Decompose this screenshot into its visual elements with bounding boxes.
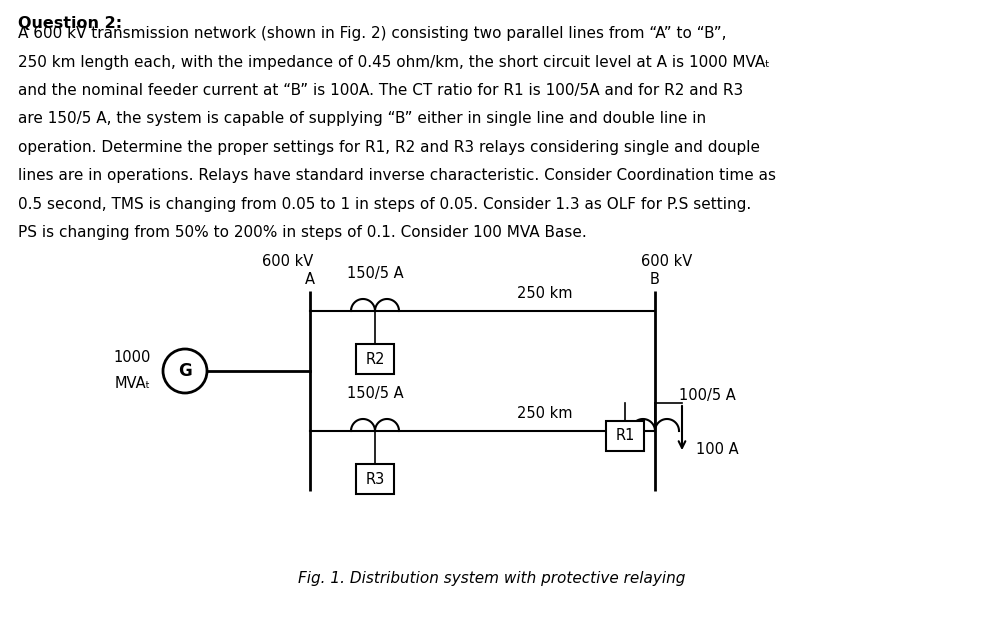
Text: MVAₜ: MVAₜ xyxy=(115,376,151,391)
Text: R1: R1 xyxy=(616,428,634,443)
Text: 150/5 A: 150/5 A xyxy=(347,386,403,401)
Text: 100 A: 100 A xyxy=(696,443,739,458)
Text: 250 km: 250 km xyxy=(517,286,572,301)
Text: and the nominal feeder current at “B” is 100A. The CT ratio for R1 is 100/5A and: and the nominal feeder current at “B” is… xyxy=(18,83,744,98)
Text: Fig. 1. Distribution system with protective relaying: Fig. 1. Distribution system with protect… xyxy=(298,571,686,586)
Bar xyxy=(356,464,394,494)
Text: R3: R3 xyxy=(365,471,384,486)
Text: R2: R2 xyxy=(365,351,385,366)
Text: 0.5 second, TMS is changing from 0.05 to 1 in steps of 0.05. Consider 1.3 as OLF: 0.5 second, TMS is changing from 0.05 to… xyxy=(18,197,752,212)
Text: 600 kV: 600 kV xyxy=(262,254,313,269)
Text: PS is changing from 50% to 200% in steps of 0.1. Consider 100 MVA Base.: PS is changing from 50% to 200% in steps… xyxy=(18,225,587,240)
Text: lines are in operations. Relays have standard inverse characteristic. Consider C: lines are in operations. Relays have sta… xyxy=(18,168,776,183)
Text: A 600 kV transmission network (shown in Fig. 2) consisting two parallel lines fr: A 600 kV transmission network (shown in … xyxy=(18,26,727,41)
Text: A: A xyxy=(305,272,315,287)
Text: 150/5 A: 150/5 A xyxy=(347,266,403,281)
Bar xyxy=(356,344,394,374)
Text: B: B xyxy=(650,272,660,287)
Text: 1000: 1000 xyxy=(113,350,151,366)
Text: Question 2:: Question 2: xyxy=(18,16,122,31)
Text: are 150/5 A, the system is capable of supplying “B” either in single line and do: are 150/5 A, the system is capable of su… xyxy=(18,112,706,127)
Text: 600 kV: 600 kV xyxy=(641,254,692,269)
Text: 250 km length each, with the impedance of 0.45 ohm/km, the short circuit level a: 250 km length each, with the impedance o… xyxy=(18,55,769,70)
Circle shape xyxy=(163,349,207,393)
Text: operation. Determine the proper settings for R1, R2 and R3 relays considering si: operation. Determine the proper settings… xyxy=(18,140,760,155)
Text: 250 km: 250 km xyxy=(517,406,572,421)
Text: G: G xyxy=(178,362,192,380)
Text: 100/5 A: 100/5 A xyxy=(679,388,736,403)
Bar xyxy=(606,421,644,451)
